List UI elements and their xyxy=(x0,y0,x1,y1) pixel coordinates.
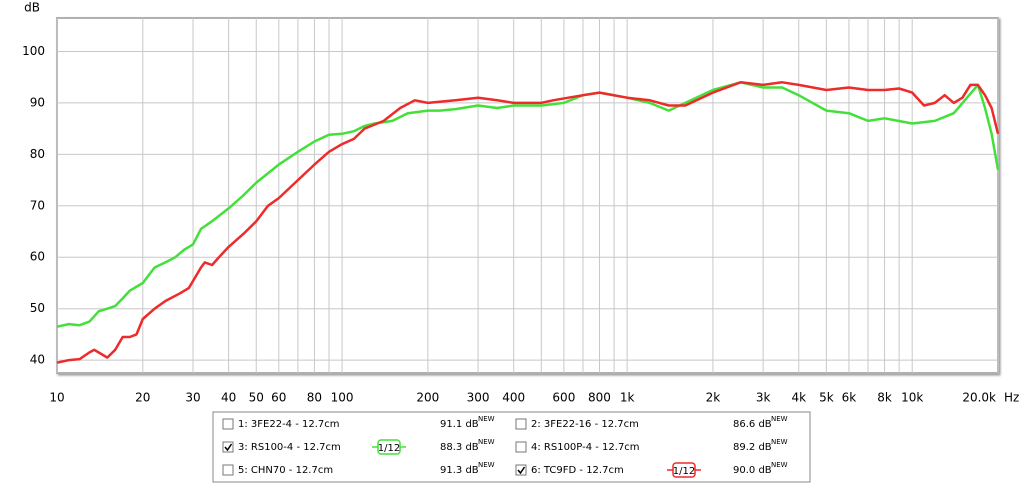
x-tick-label: 40 xyxy=(221,391,236,405)
legend-checkbox[interactable] xyxy=(515,464,527,476)
legend-level: 91.1 dB xyxy=(440,419,479,430)
x-tick-label: 10k xyxy=(901,391,923,405)
legend-level: 90.0 dB xyxy=(733,465,772,476)
legend-level: 86.6 dB xyxy=(733,419,772,430)
legend-checkbox[interactable] xyxy=(222,418,234,430)
smoothing-box xyxy=(672,462,696,478)
x-tick-label: 2k xyxy=(706,391,721,405)
x-tick-label: 300 xyxy=(467,391,490,405)
level-badge: NEW xyxy=(478,438,495,446)
x-tick-label: 100 xyxy=(331,391,354,405)
legend-label: 5: CHN70 - 12.7cm xyxy=(238,465,333,476)
x-tick-label: 20 xyxy=(135,391,150,405)
legend-checkbox[interactable] xyxy=(222,441,234,453)
x-tick-label: 50 xyxy=(249,391,264,405)
x-tick-label: 30 xyxy=(185,391,200,405)
level-badge: NEW xyxy=(478,461,495,469)
x-tick-label: 800 xyxy=(588,391,611,405)
x-tick-label: 3k xyxy=(756,391,771,405)
legend-label: 6: TC9FD - 12.7cm xyxy=(531,465,624,476)
y-tick-label: 70 xyxy=(30,198,45,212)
legend-level: 91.3 dB xyxy=(440,465,479,476)
x-tick-label: 8k xyxy=(877,391,892,405)
legend-checkbox[interactable] xyxy=(515,441,527,453)
checkmark xyxy=(517,466,526,475)
level-badge: NEW xyxy=(771,461,788,469)
x-tick-label: 400 xyxy=(502,391,525,405)
x-tick-label: 6k xyxy=(842,391,857,405)
y-tick-label: 60 xyxy=(30,250,45,264)
level-badge: NEW xyxy=(478,415,495,423)
legend-level: 88.3 dB xyxy=(440,442,479,453)
series-line xyxy=(56,81,1000,328)
y-tick-label: 90 xyxy=(30,95,45,109)
level-badge: NEW xyxy=(771,438,788,446)
x-tick-label: 5k xyxy=(819,391,834,405)
y-tick-label: 100 xyxy=(22,44,45,58)
x-tick-label: 10 xyxy=(49,391,64,405)
smoothing-label: 1/12 xyxy=(673,466,695,477)
checkmark xyxy=(224,443,233,452)
x-tick-label: 60 xyxy=(271,391,286,405)
plot-frame xyxy=(56,17,999,374)
x-tick-label: 600 xyxy=(552,391,575,405)
y-tick-label: 80 xyxy=(30,147,45,161)
legend-checkbox[interactable] xyxy=(515,418,527,430)
level-badge: NEW xyxy=(771,415,788,423)
y-axis-label: dB xyxy=(24,1,40,15)
x-tick-label: 20.0k xyxy=(962,391,996,405)
x-unit: Hz xyxy=(1004,391,1019,405)
legend-label: 2: 3FE22-16 - 12.7cm xyxy=(531,419,639,430)
series-line xyxy=(56,81,1000,364)
x-tick-label: 80 xyxy=(307,391,322,405)
x-tick-label: 4k xyxy=(791,391,806,405)
legend-checkbox[interactable] xyxy=(222,464,234,476)
legend-level: 89.2 dB xyxy=(733,442,772,453)
legend-box xyxy=(212,411,811,483)
legend-label: 1: 3FE22-4 - 12.7cm xyxy=(238,419,340,430)
x-tick-label: 200 xyxy=(416,391,439,405)
legend-label: 3: RS100-4 - 12.7cm xyxy=(238,442,341,453)
x-tick-label: 1k xyxy=(620,391,635,405)
smoothing-box xyxy=(377,439,401,455)
legend-label: 4: RS100P-4 - 12.7cm xyxy=(531,442,640,453)
y-tick-label: 50 xyxy=(30,301,45,315)
smoothing-label: 1/12 xyxy=(378,443,400,454)
y-tick-label: 40 xyxy=(30,353,45,367)
